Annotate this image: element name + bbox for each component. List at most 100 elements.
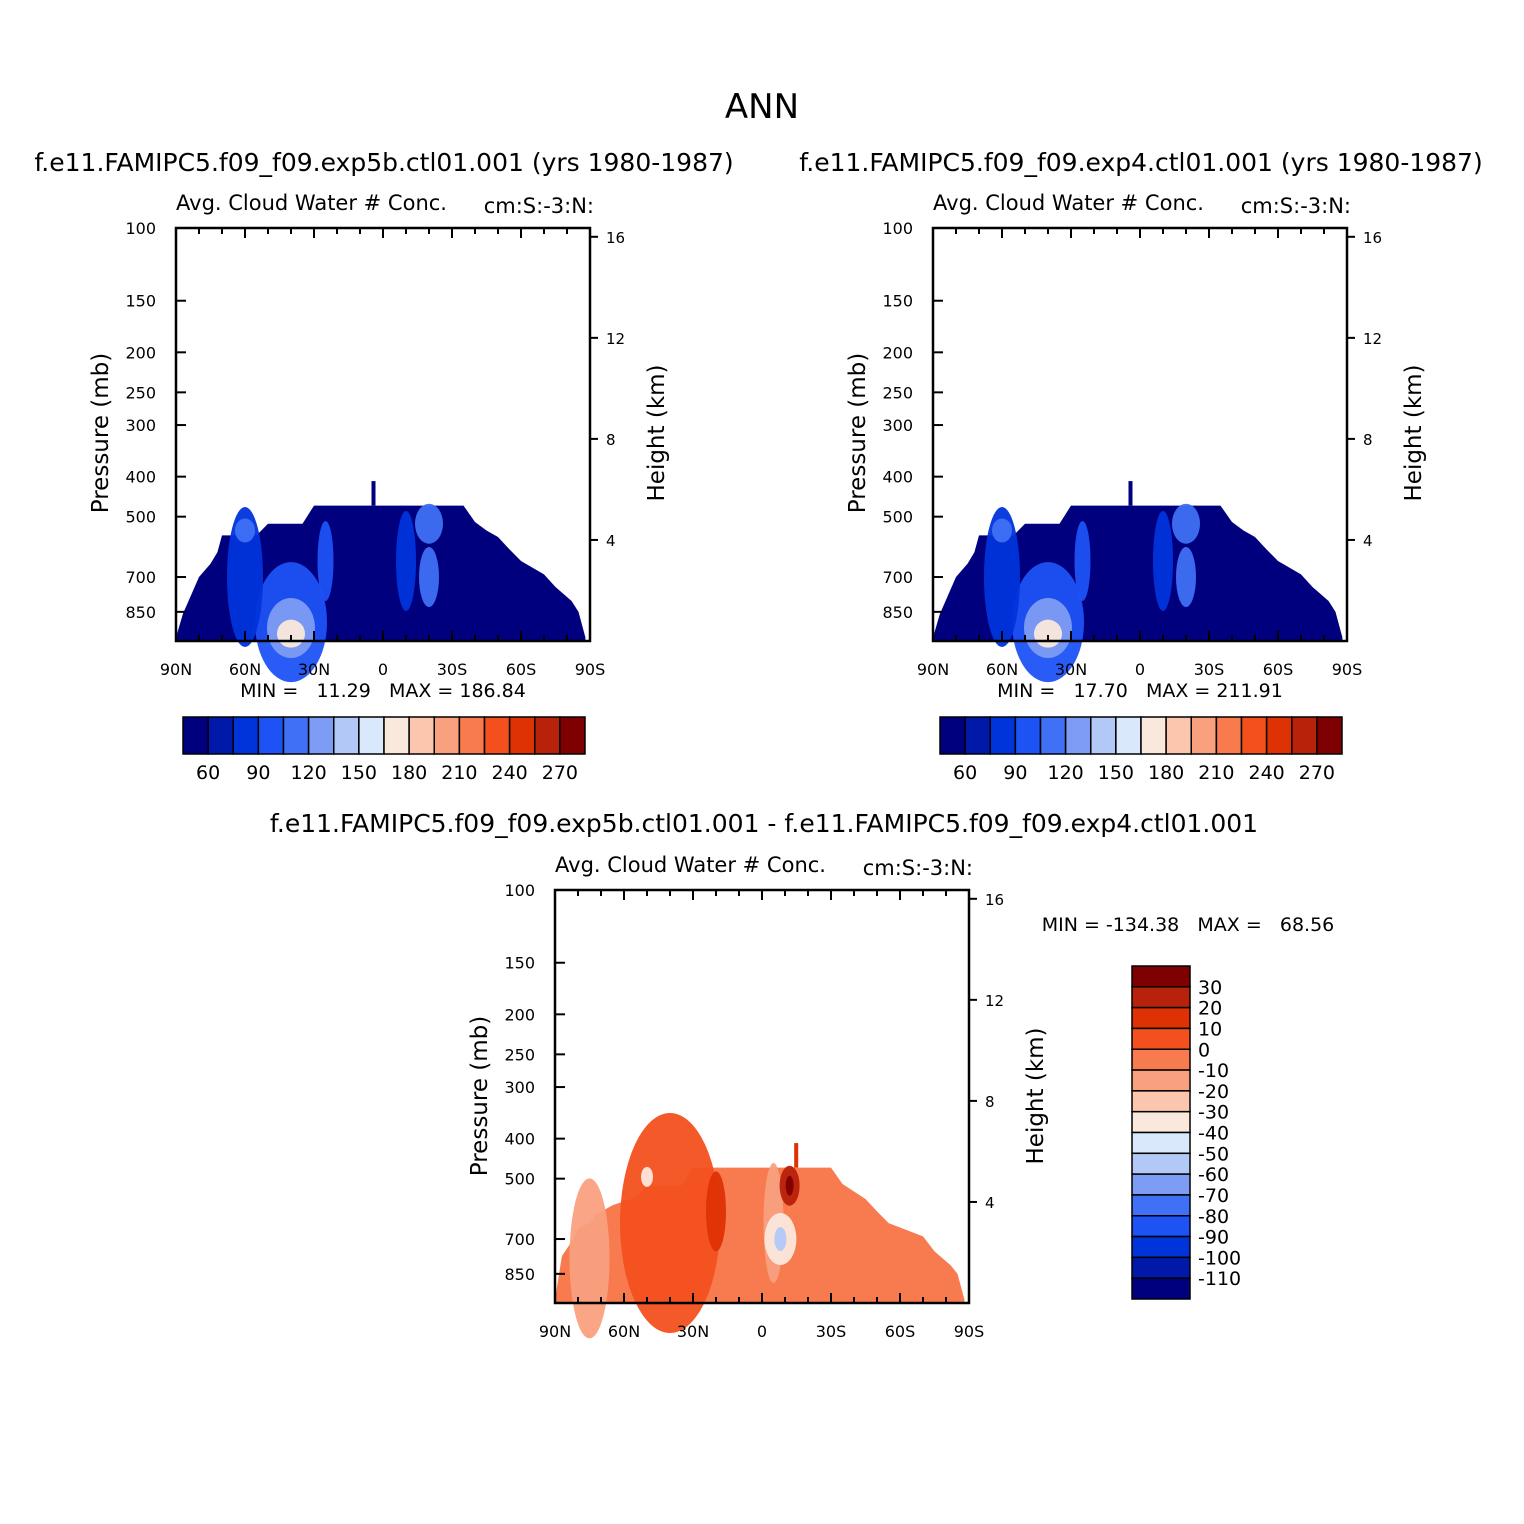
colorbar-swatch (1131, 1277, 1191, 1300)
contour-region (227, 507, 263, 648)
panel-1-ylabel: Pressure (mb) (88, 353, 114, 513)
colorbar-swatch (1131, 1090, 1191, 1113)
contour-region (984, 507, 1020, 648)
colorbar-swatch (458, 716, 486, 755)
lat-tick-label: 30N (1055, 660, 1087, 679)
colorbar-label: 150 (1098, 762, 1134, 784)
colorbar-swatch (1165, 716, 1192, 755)
height-tick-label: 4 (606, 532, 616, 550)
colorbar-swatch (483, 716, 511, 755)
colorbar-swatch (232, 716, 260, 755)
colorbar-label: -100 (1198, 1247, 1241, 1269)
panel-2-colorbar: 60 90 120 150 180 210 240 270 (939, 716, 1343, 784)
colorbar-label: 210 (1198, 762, 1234, 784)
colorbar-label: -80 (1198, 1206, 1229, 1228)
pressure-tick-label: 150 (504, 954, 535, 973)
pressure-tick-label: 700 (882, 568, 913, 587)
contour-region (317, 520, 334, 601)
colorbar-swatch (1039, 716, 1067, 755)
height-tick-label: 16 (606, 229, 625, 247)
lat-tick-label: 90N (917, 660, 949, 679)
contour-region (794, 1143, 799, 1168)
contour-region (1074, 520, 1091, 601)
panel-1-subtitle-left: Avg. Cloud Water # Conc. (176, 191, 447, 215)
contour-region (1128, 481, 1133, 506)
colorbar-swatch (1316, 716, 1343, 755)
colorbar-swatch (307, 716, 335, 755)
pressure-tick-label: 250 (125, 383, 156, 402)
pressure-tick-label: 250 (882, 383, 913, 402)
pressure-tick-label: 300 (504, 1078, 535, 1097)
colorbar-label: 10 (1198, 1018, 1222, 1040)
lat-tick-label: 0 (1135, 660, 1145, 679)
height-tick-label: 12 (1363, 330, 1382, 348)
colorbar-swatch (1265, 716, 1293, 755)
colorbar-swatch (1190, 716, 1218, 755)
pressure-tick-label: 500 (504, 1170, 535, 1189)
colorbar-label: 60 (953, 762, 977, 784)
contour-region (706, 1171, 726, 1252)
colorbar-swatch (559, 716, 586, 755)
figure-title: ANN (725, 87, 799, 127)
lat-tick-label: 60N (608, 1322, 640, 1341)
colorbar-label: -20 (1198, 1081, 1229, 1103)
colorbar-label: 180 (1148, 762, 1184, 784)
colorbar-label: -50 (1198, 1143, 1229, 1165)
panel-3-plot: 100 150 200 250 300 400 500 700 850 16 12 8 4 90N 60N 3… (504, 881, 1004, 1341)
colorbar-swatch (1131, 1048, 1191, 1071)
pressure-tick-label: 200 (504, 1005, 535, 1024)
pressure-tick-label: 150 (125, 292, 156, 311)
colorbar-label: 270 (1299, 762, 1335, 784)
contour-region (992, 518, 1012, 543)
colorbar-swatch (1131, 986, 1191, 1009)
colorbar-swatch (1131, 1256, 1191, 1279)
colorbar-swatch (1131, 1006, 1191, 1030)
colorbar-label: -90 (1198, 1227, 1229, 1249)
contour-region (396, 510, 416, 611)
contour-region (641, 1166, 653, 1187)
pressure-tick-label: 100 (504, 881, 535, 900)
panel-3-subtitle-left: Avg. Cloud Water # Conc. (555, 853, 826, 877)
lat-tick-label: 30S (1194, 660, 1225, 679)
colorbar-label: -30 (1198, 1102, 1229, 1124)
lat-tick-label: 0 (757, 1322, 767, 1341)
pressure-tick-label: 200 (125, 343, 156, 362)
contour-region (1172, 503, 1200, 544)
colorbar-swatch (1131, 1131, 1191, 1155)
height-tick-label: 8 (606, 431, 616, 449)
pressure-tick-label: 500 (882, 508, 913, 527)
panel-3-ylabel-right: Height (km) (1023, 1027, 1049, 1164)
pressure-tick-label: 100 (882, 219, 913, 238)
colorbar-swatch (508, 716, 536, 755)
height-tick-label: 8 (1363, 431, 1373, 449)
colorbar-label: -40 (1198, 1123, 1229, 1145)
pressure-tick-label: 200 (882, 343, 913, 362)
colorbar-label: 150 (341, 762, 377, 784)
contour-region (569, 1178, 610, 1339)
lat-tick-label: 60S (1263, 660, 1294, 679)
panel-3-minmax: MIN = -134.38 MAX = 68.56 (1042, 914, 1335, 936)
pressure-tick-label: 250 (504, 1045, 535, 1064)
height-tick-label: 4 (985, 1194, 995, 1212)
colorbar-label: 180 (391, 762, 427, 784)
panel-2-minmax: MIN = 17.70 MAX = 211.91 (997, 680, 1283, 702)
colorbar-label: 30 (1198, 977, 1222, 999)
lat-tick-label: 60S (885, 1322, 916, 1341)
colorbar-swatch (964, 716, 991, 755)
lat-tick-label: 90N (539, 1322, 571, 1341)
lat-tick-label: 30N (298, 660, 330, 679)
lat-tick-label: 90S (575, 660, 606, 679)
colorbar-label: 240 (1248, 762, 1284, 784)
colorbar-swatch (1131, 965, 1191, 988)
lat-tick-label: 90N (160, 660, 192, 679)
colorbar-label: 90 (1003, 762, 1027, 784)
colorbar-swatch (408, 716, 435, 755)
panel-3-subtitle-right: cm:S:-3:N: (863, 856, 973, 880)
lat-tick-label: 60S (506, 660, 537, 679)
colorbar-label: 120 (290, 762, 326, 784)
colorbar-swatch (1131, 1027, 1191, 1050)
colorbar-swatch (534, 716, 561, 755)
pressure-tick-label: 100 (125, 219, 156, 238)
lat-tick-label: 0 (378, 660, 388, 679)
panel-3-title: f.e11.FAMIPC5.f09_f09.exp5b.ctl01.001 - … (270, 809, 1258, 838)
